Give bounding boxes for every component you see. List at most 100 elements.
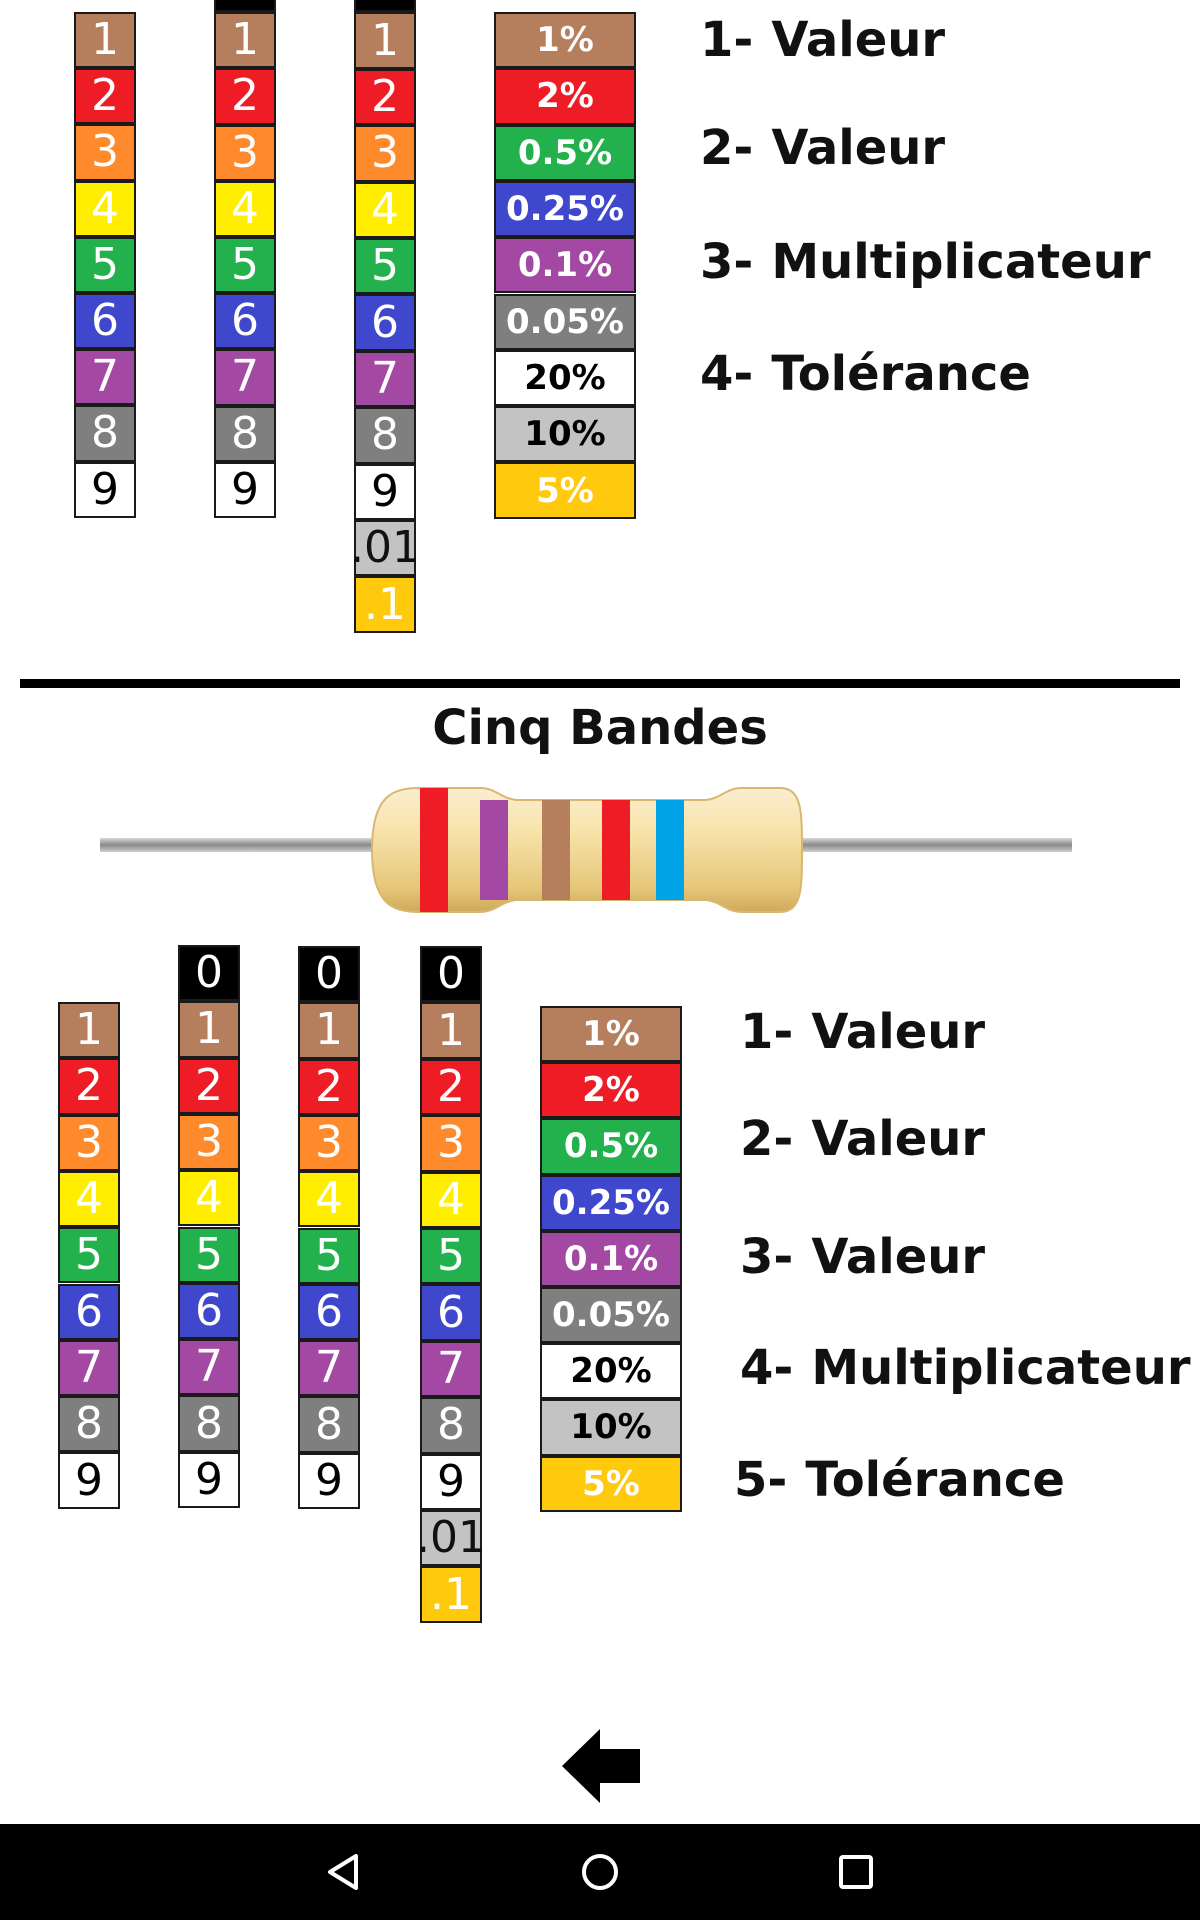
color-band-cell: 2 xyxy=(58,1058,120,1115)
five-band-title: Cinq Bandes xyxy=(432,700,768,756)
five-band-legend-1: 1- Valeur xyxy=(740,1004,986,1060)
color-band-cell: 5 xyxy=(298,1227,360,1284)
color-band-cell: 4 xyxy=(420,1171,482,1228)
color-band-cell: 1 xyxy=(420,1002,482,1059)
color-band-cell: 8 xyxy=(354,407,416,464)
color-band-cell: 5 xyxy=(178,1226,240,1283)
color-band-cell: 1 xyxy=(214,12,276,69)
color-band-cell: 6 xyxy=(74,293,136,350)
color-band-cell: 6 xyxy=(420,1284,482,1341)
color-band-cell: 0 xyxy=(214,0,276,13)
color-band-cell: 2 xyxy=(298,1058,360,1115)
tolerance-band-cell: 0.05% xyxy=(540,1287,682,1344)
tolerance-band-cell: 0.1% xyxy=(494,237,636,294)
color-band-cell: 0 xyxy=(420,946,482,1003)
color-band-cell: 4 xyxy=(214,180,276,237)
five-band-legend-2: 2- Valeur xyxy=(740,1111,986,1167)
tolerance-band-cell: 0.1% xyxy=(540,1230,682,1287)
color-band-cell: 9 xyxy=(58,1452,120,1509)
resistor-body xyxy=(370,787,803,913)
color-band-cell: 3 xyxy=(420,1115,482,1172)
color-band-cell: 7 xyxy=(74,349,136,406)
color-band-cell: 4 xyxy=(354,181,416,238)
resistor-color-band xyxy=(656,800,684,900)
tolerance-band-cell: 20% xyxy=(540,1343,682,1400)
color-band-cell: 3 xyxy=(58,1114,120,1171)
color-band-cell: 8 xyxy=(58,1396,120,1453)
system-nav-bar xyxy=(0,1824,1200,1920)
color-band-cell: 2 xyxy=(178,1057,240,1114)
color-band-cell: .01 xyxy=(416,1510,486,1567)
color-band-cell: 4 xyxy=(178,1170,240,1227)
color-band-cell: 8 xyxy=(298,1396,360,1453)
four-band-legend-2: 2- Valeur xyxy=(700,120,946,176)
color-band-cell: 2 xyxy=(420,1058,482,1116)
color-band-cell: 7 xyxy=(354,350,416,408)
back-arrow-icon[interactable] xyxy=(560,1725,642,1807)
color-band-cell: 1 xyxy=(58,1002,120,1059)
color-band-cell: 4 xyxy=(298,1171,360,1228)
color-band-cell: 5 xyxy=(74,236,136,293)
color-band-cell: 4 xyxy=(74,180,136,237)
tolerance-band-cell: 10% xyxy=(494,406,636,463)
color-band-cell: 9 xyxy=(74,461,136,518)
color-band-cell: 8 xyxy=(420,1397,482,1454)
color-band-cell: 3 xyxy=(298,1114,360,1172)
four-band-legend-4: 4- Tolérance xyxy=(700,346,1031,402)
color-band-cell: 7 xyxy=(178,1339,240,1396)
color-band-cell: 6 xyxy=(58,1283,120,1340)
color-band-cell: 9 xyxy=(354,463,416,520)
color-band-cell: 0 xyxy=(298,946,360,1003)
tolerance-band-cell: 1% xyxy=(494,12,636,69)
color-band-cell: 5 xyxy=(420,1228,482,1285)
color-band-cell: 3 xyxy=(214,124,276,181)
color-band-cell: 8 xyxy=(214,405,276,462)
color-band-cell: 9 xyxy=(298,1452,360,1509)
color-band-cell: 1 xyxy=(74,12,136,69)
color-band-cell: 2 xyxy=(74,68,136,125)
color-band-cell: 2 xyxy=(354,68,416,126)
color-band-cell: 3 xyxy=(178,1113,240,1171)
resistor-illustration xyxy=(100,787,1072,913)
color-band-cell: .1 xyxy=(354,576,416,633)
tolerance-band-cell: 0.05% xyxy=(494,293,636,350)
color-band-cell: 6 xyxy=(214,293,276,350)
nav-recents-button[interactable] xyxy=(796,1824,916,1920)
color-band-cell: 4 xyxy=(58,1170,120,1228)
color-band-cell: .1 xyxy=(420,1566,482,1623)
color-band-cell: .01 xyxy=(350,520,420,577)
color-band-cell: 8 xyxy=(74,405,136,462)
tolerance-band-cell: 2% xyxy=(494,68,636,125)
nav-back-button[interactable] xyxy=(284,1824,404,1920)
color-band-cell: 3 xyxy=(74,124,136,181)
tolerance-band-cell: 0.5% xyxy=(540,1118,682,1175)
color-band-cell: 7 xyxy=(214,349,276,406)
color-band-cell: 1 xyxy=(354,12,416,69)
color-band-cell: 6 xyxy=(354,294,416,351)
five-band-legend-4: 4- Multiplicateur xyxy=(740,1340,1191,1396)
resistor-color-band xyxy=(420,788,448,912)
tolerance-band-cell: 5% xyxy=(540,1455,682,1512)
nav-home-button[interactable] xyxy=(540,1824,660,1920)
five-band-legend-5: 5- Tolérance xyxy=(734,1452,1065,1508)
five-band-legend-3: 3- Valeur xyxy=(740,1229,986,1285)
color-band-cell: 5 xyxy=(354,238,416,295)
four-band-legend-1: 1- Valeur xyxy=(700,12,946,68)
tolerance-band-cell: 0.5% xyxy=(494,124,636,181)
resistor-color-band xyxy=(542,800,570,900)
color-band-cell: 6 xyxy=(298,1283,360,1341)
tolerance-band-cell: 10% xyxy=(540,1399,682,1456)
color-band-cell: 5 xyxy=(58,1227,120,1284)
color-band-cell: 9 xyxy=(420,1453,482,1510)
color-band-cell: 6 xyxy=(178,1282,240,1340)
color-band-cell: 1 xyxy=(298,1002,360,1059)
section-divider xyxy=(20,679,1180,688)
nav-back-icon xyxy=(328,1854,358,1890)
tolerance-band-cell: 5% xyxy=(494,462,636,519)
color-band-cell: 0 xyxy=(354,0,416,13)
tolerance-band-cell: 1% xyxy=(540,1006,682,1063)
color-band-cell: 7 xyxy=(420,1340,482,1398)
color-band-cell: 5 xyxy=(214,237,276,294)
color-band-cell: 7 xyxy=(58,1339,120,1397)
color-band-cell: 9 xyxy=(178,1451,240,1508)
